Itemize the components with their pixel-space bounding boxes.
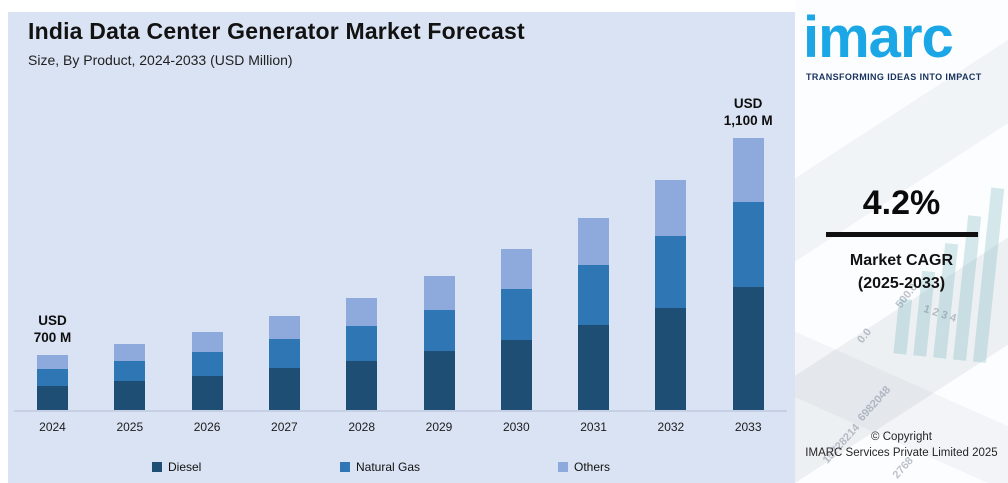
bar-segment-others [578,218,610,265]
x-tick-2033: 2033 [734,420,762,434]
bar-2027 [268,316,300,410]
legend-label: Others [574,460,611,474]
bar-segment-others [423,276,455,310]
bar-segment-others [732,138,764,202]
bar-segment-natural-gas [191,352,223,376]
chart-legend: Diesel Natural Gas Others [8,460,795,480]
bar-2025 [114,344,146,410]
bar-segment-natural-gas [37,369,68,386]
x-axis-line [14,410,787,412]
chart-subtitle: Size, By Product, 2024-2033 (USD Million… [28,52,293,68]
bar-segment-diesel [114,381,146,410]
bar-2033 [732,138,764,410]
bar-segment-others [114,344,146,361]
bar-segment-others [191,332,223,352]
x-tick-2025: 2025 [116,420,144,434]
bar-2029 [423,276,455,410]
bar-segment-natural-gas [423,310,455,351]
legend-item-natural-gas: Natural Gas [340,460,420,474]
annotation-2033-total: USD 1,100 M [713,95,783,130]
bar-segment-diesel [346,361,378,410]
bar-segment-diesel [37,386,68,410]
x-tick-2032: 2032 [657,420,685,434]
x-tick-2029: 2029 [425,420,453,434]
bar-segment-natural-gas [268,339,300,368]
bar-segment-natural-gas [655,236,687,308]
bar-2026 [191,332,223,410]
legend-item-others: Others [558,460,610,474]
cagr-block: 4.2% Market CAGR (2025-2033) [795,184,1008,295]
bar-segment-diesel [732,287,764,410]
bar-segment-diesel [191,376,223,410]
cagr-value: 4.2% [862,184,941,222]
bar-segment-others [346,298,378,326]
brand-panel: 500.0 0.0 1 2 3 4 6982048 15728214 2768 imarc… [795,0,1008,483]
bar-segment-diesel [578,325,610,410]
copyright-line: © Copyright [871,431,932,443]
legend-swatch [340,462,350,472]
bar-2028 [346,298,378,410]
bar-segment-natural-gas [500,289,532,340]
bar-segment-others [500,249,532,289]
annotation-2024-total: USD 700 M [18,312,88,347]
bar-segment-natural-gas [114,361,146,381]
bar-2032 [655,180,687,410]
cagr-label: Market CAGR [849,252,954,269]
page-title: India Data Center Generator Market Forec… [28,18,525,44]
copyright-notice: © Copyright IMARC Services Private Limit… [795,430,1008,461]
bar-segment-diesel [268,368,300,410]
legend-swatch [152,462,162,472]
bar-segment-natural-gas [346,326,378,361]
bar-2031 [578,218,610,410]
annotation-line: USD [733,95,763,111]
legend-label: Diesel [168,460,202,474]
bar-segment-natural-gas [578,265,610,325]
x-tick-2027: 2027 [271,420,298,434]
annotation-line: 1,100 M [723,113,773,129]
imarc-tagline: TRANSFORMING IDEAS INTO IMPACT [806,72,982,82]
x-tick-2026: 2026 [193,420,221,434]
plot-area: 2024 2025 2026 2027 2028 2029 2030 2031 2032 2033… [8,12,795,483]
cagr-period: (2025-2033) [857,275,946,293]
cagr-underline [825,232,978,237]
x-tick-2030: 2030 [502,420,530,434]
bar-segment-natural-gas [732,202,764,287]
chart-panel: India Data Center Generator Market Forec… [8,12,795,483]
bar-segment-diesel [655,308,687,410]
bar-2024 [37,355,68,410]
bar-segment-others [37,355,68,369]
x-tick-2031: 2031 [580,420,607,434]
bar-segment-diesel [500,340,532,410]
annotation-line: USD [38,312,67,328]
legend-swatch [558,462,568,472]
copyright-line: IMARC Services Private Limited 2025 [805,446,998,459]
bar-segment-others [655,180,687,236]
legend-label: Natural Gas [356,460,421,474]
imarc-logo: imarc [803,5,954,70]
bar-segment-diesel [423,351,455,410]
annotation-line: 700 M [33,330,72,346]
bar-2030 [500,249,532,410]
x-tick-2024: 2024 [39,420,66,434]
legend-item-diesel: Diesel [152,460,201,474]
bar-segment-others [268,316,300,339]
x-tick-2028: 2028 [348,420,376,434]
